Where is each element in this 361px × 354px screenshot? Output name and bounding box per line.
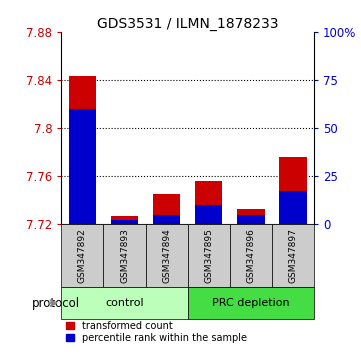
- Bar: [153, 194, 180, 224]
- Text: GSM347893: GSM347893: [120, 228, 129, 283]
- Text: GSM347895: GSM347895: [204, 228, 213, 283]
- Text: GSM347894: GSM347894: [162, 229, 171, 283]
- Bar: [195, 205, 222, 224]
- Bar: [69, 109, 96, 224]
- Bar: [188, 224, 230, 287]
- Bar: [195, 181, 222, 224]
- Text: GSM347897: GSM347897: [288, 228, 297, 283]
- Bar: [237, 215, 265, 224]
- Bar: [237, 209, 265, 224]
- Bar: [69, 76, 96, 224]
- Bar: [61, 224, 104, 287]
- Text: control: control: [105, 298, 144, 308]
- Legend: transformed count, percentile rank within the sample: transformed count, percentile rank withi…: [66, 321, 247, 343]
- Bar: [272, 224, 314, 287]
- Text: GSM347892: GSM347892: [78, 229, 87, 283]
- Text: PRC depletion: PRC depletion: [212, 298, 290, 308]
- Bar: [111, 219, 138, 224]
- Bar: [104, 224, 145, 287]
- Text: protocol: protocol: [32, 297, 80, 310]
- Bar: [230, 224, 272, 287]
- Bar: [61, 287, 188, 319]
- Bar: [145, 224, 188, 287]
- Bar: [279, 157, 307, 224]
- Text: GSM347896: GSM347896: [247, 228, 255, 283]
- Bar: [279, 191, 307, 224]
- Title: GDS3531 / ILMN_1878233: GDS3531 / ILMN_1878233: [97, 17, 278, 31]
- Bar: [111, 216, 138, 224]
- Bar: [188, 287, 314, 319]
- Bar: [153, 215, 180, 224]
